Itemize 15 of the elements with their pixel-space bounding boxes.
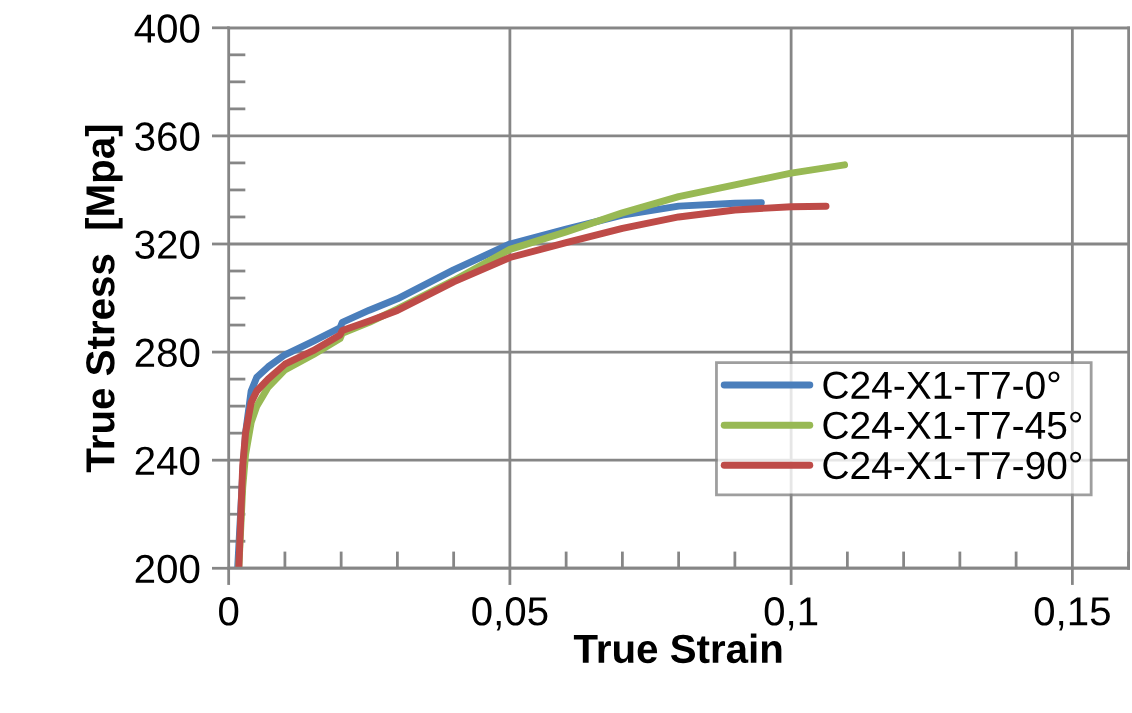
x-tick-label: 0,1: [764, 597, 818, 631]
y-tick-label: 400: [134, 14, 200, 43]
y-tick-label: 240: [135, 446, 200, 476]
legend-label: C24-X1-T7-0°: [823, 371, 1060, 400]
legend-label: C24-X1-T7-45°: [823, 411, 1082, 440]
x-tick-label: 0,05: [472, 597, 548, 631]
y-tick-label: 320: [135, 230, 200, 259]
x-tick-label: 0: [219, 597, 239, 626]
y-axis-title: True Stress [Mpa]: [85, 125, 123, 473]
x-tick-label: 0,15: [1034, 597, 1110, 631]
y-tick-label: 200: [135, 554, 200, 584]
legend-label: C24-X1-T7-90°: [823, 451, 1082, 480]
y-tick-label: 280: [135, 338, 200, 368]
x-axis-title: True Strain: [573, 633, 782, 664]
y-tick-label: 360: [135, 122, 200, 151]
